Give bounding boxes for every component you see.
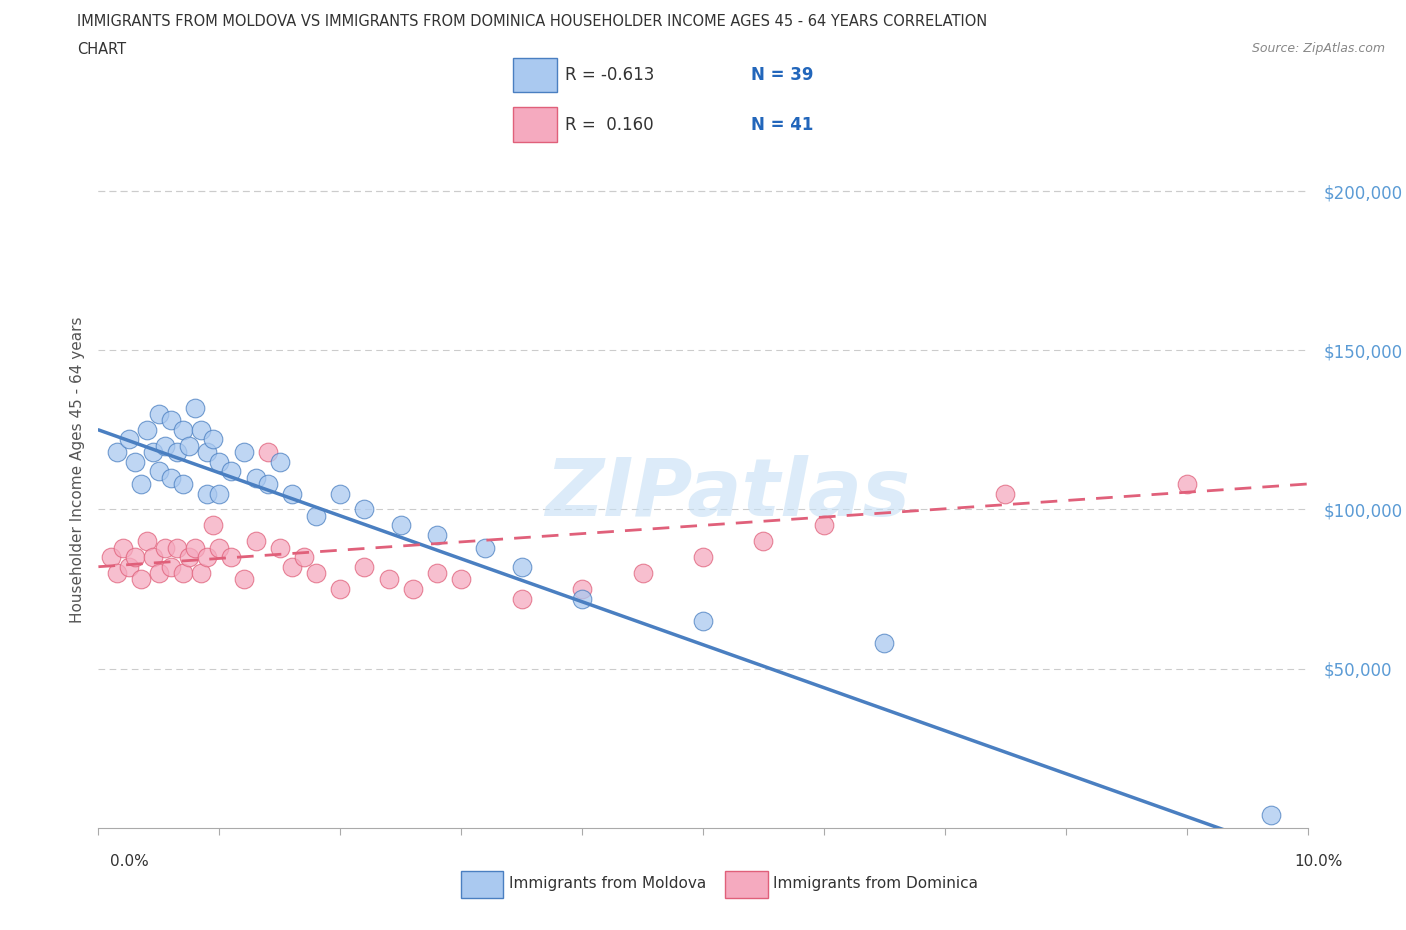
Point (129, 476, 152, 491)
Point (184, 540, 207, 555)
Point (281, 559, 304, 574)
Point (208, 540, 231, 555)
Point (232, 445, 254, 459)
Point (195, 445, 218, 459)
Point (160, 471, 183, 485)
Point (305, 565, 328, 580)
Point (269, 454, 291, 469)
Point (118, 559, 141, 574)
Point (245, 534, 267, 549)
Point (166, 540, 188, 555)
Point (692, 550, 714, 565)
Point (129, 572, 152, 587)
Text: R =  0.160: R = 0.160 (565, 115, 654, 134)
Point (510, 559, 533, 574)
Point (118, 432, 141, 446)
Point (172, 565, 194, 580)
Point (195, 550, 218, 565)
Point (292, 550, 315, 565)
FancyBboxPatch shape (461, 871, 503, 898)
Text: R = -0.613: R = -0.613 (565, 66, 654, 85)
Point (208, 454, 231, 469)
Point (353, 559, 375, 574)
Point (124, 454, 146, 469)
Text: CHART: CHART (77, 42, 127, 57)
Point (172, 476, 194, 491)
Point (245, 471, 267, 485)
Text: IMMIGRANTS FROM MOLDOVA VS IMMIGRANTS FROM DOMINICA HOUSEHOLDER INCOME AGES 45 -: IMMIGRANTS FROM MOLDOVA VS IMMIGRANTS FR… (77, 14, 987, 29)
Point (873, 636, 896, 651)
Point (1260, 807, 1282, 822)
Point (100, 550, 122, 565)
Point (450, 572, 472, 587)
Point (148, 406, 170, 421)
Text: 0.0%: 0.0% (110, 854, 149, 869)
Point (813, 518, 835, 533)
Point (208, 486, 231, 501)
Point (202, 432, 225, 446)
Point (474, 540, 496, 555)
Text: N = 39: N = 39 (751, 66, 814, 85)
Point (153, 438, 176, 453)
Point (153, 540, 176, 555)
FancyBboxPatch shape (513, 108, 557, 141)
Point (135, 534, 157, 549)
Text: 10.0%: 10.0% (1295, 854, 1343, 869)
Point (269, 540, 291, 555)
Point (281, 486, 304, 501)
Point (160, 559, 183, 574)
Point (221, 464, 243, 479)
Point (142, 550, 165, 565)
Point (329, 486, 352, 501)
Point (111, 540, 134, 555)
Point (1175, 476, 1198, 491)
Point (377, 572, 399, 587)
Point (148, 565, 170, 580)
Point (148, 464, 170, 479)
Point (166, 445, 188, 459)
Point (329, 581, 352, 596)
Text: ZIPatlas: ZIPatlas (544, 455, 910, 533)
Text: Source: ZipAtlas.com: Source: ZipAtlas.com (1251, 42, 1385, 55)
FancyBboxPatch shape (513, 59, 557, 92)
Point (135, 422, 157, 437)
Point (571, 591, 593, 606)
Point (256, 476, 278, 491)
Point (752, 534, 775, 549)
Text: Immigrants from Dominica: Immigrants from Dominica (773, 876, 979, 891)
Point (994, 486, 1017, 501)
Point (105, 445, 128, 459)
FancyBboxPatch shape (725, 871, 768, 898)
Point (571, 581, 593, 596)
Point (232, 572, 254, 587)
Point (124, 550, 146, 565)
Point (305, 509, 328, 524)
Point (179, 550, 201, 565)
Point (426, 565, 449, 580)
Point (389, 518, 412, 533)
Point (190, 565, 212, 580)
Point (179, 438, 201, 453)
Point (172, 422, 194, 437)
Point (195, 486, 218, 501)
Text: Immigrants from Moldova: Immigrants from Moldova (509, 876, 706, 891)
Text: N = 41: N = 41 (751, 115, 814, 134)
Point (692, 614, 714, 629)
Point (353, 502, 375, 517)
Point (426, 527, 449, 542)
Point (184, 400, 207, 415)
Point (202, 518, 225, 533)
Point (221, 550, 243, 565)
Point (190, 422, 212, 437)
Point (510, 591, 533, 606)
Point (160, 413, 183, 428)
Point (402, 581, 425, 596)
Point (105, 565, 128, 580)
Point (142, 445, 165, 459)
Point (631, 565, 654, 580)
Y-axis label: Householder Income Ages 45 - 64 years: Householder Income Ages 45 - 64 years (69, 316, 84, 623)
Point (256, 445, 278, 459)
